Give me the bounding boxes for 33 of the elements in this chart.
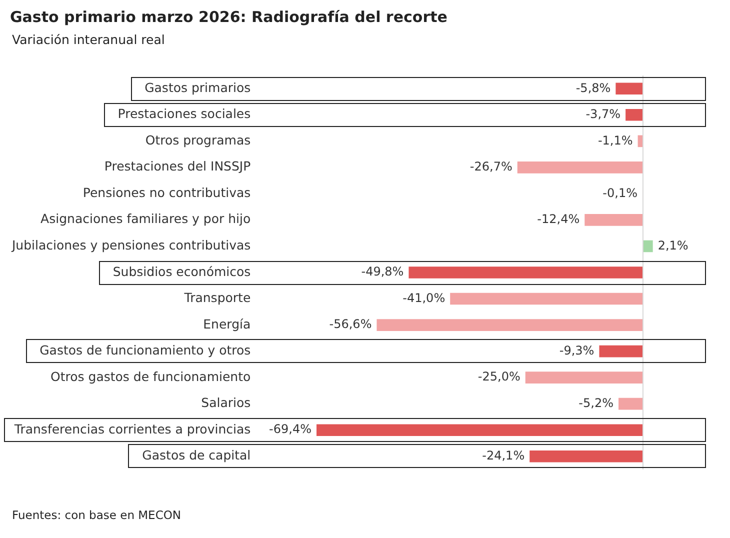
y-tick-label: Transporte — [183, 290, 251, 306]
y-tick-label: Gastos de capital — [142, 448, 251, 463]
data-label: -24,1% — [482, 448, 525, 462]
y-tick-label: Jubilaciones y pensiones contributivas — [10, 237, 251, 252]
data-label: -1,1% — [598, 133, 633, 148]
y-tick-label: Gastos primarios — [144, 80, 251, 95]
y-tick-label: Prestaciones sociales — [118, 106, 251, 122]
chart-title: Gasto primario marzo 2026: Radiografía del recorte — [10, 8, 448, 26]
data-label: -0,1% — [602, 186, 638, 200]
data-label: -5,2% — [578, 396, 614, 410]
y-tick-label: Asignaciones familiares y por hijo — [40, 211, 251, 226]
data-label: -25,0% — [478, 370, 520, 384]
text: Variación interanual real — [12, 32, 165, 47]
source-note: Fuentes: con base en MECON — [12, 508, 182, 522]
data-label: -9,3% — [559, 343, 594, 358]
y-tick-label: Energía — [203, 316, 251, 332]
data-label: -5,8% — [576, 80, 611, 95]
data-label: -69,4% — [269, 422, 312, 436]
data-label: -12,4% — [537, 212, 580, 226]
data-label: -41,0% — [402, 290, 446, 305]
data-label: -3,7% — [586, 107, 621, 122]
data-label: -26,7% — [470, 160, 512, 174]
y-tick-label: Otros gastos de funcionamiento — [50, 368, 251, 384]
y-tick-label: Transferencias corrientes a provincias — [13, 421, 251, 436]
y-tick-label: Subsidios económicos — [112, 264, 251, 279]
y-tick-label: Gastos de funcionamiento y otros — [40, 342, 251, 358]
data-label: 2,1% — [658, 238, 688, 252]
y-tick-label: Otros programas — [145, 132, 251, 148]
data-label: -49,8% — [361, 264, 404, 279]
data-label: -56,6% — [329, 317, 372, 332]
y-tick-label: Salarios — [201, 395, 251, 410]
y-tick-label: Pensiones no contributivas — [82, 184, 251, 200]
y-tick-label: Prestaciones del INSSJP — [104, 158, 252, 174]
